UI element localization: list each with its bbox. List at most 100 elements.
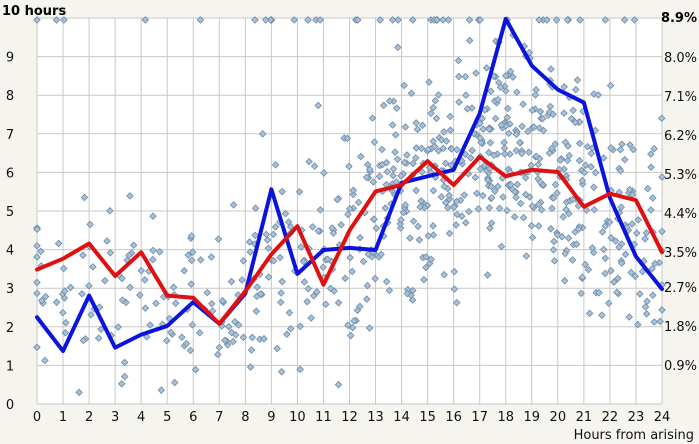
scatter-point: [649, 194, 657, 202]
scatter-point: [455, 98, 463, 106]
scatter-point: [61, 328, 70, 337]
series-line-red: [35, 154, 664, 326]
scatter-point: [575, 139, 584, 148]
scatter-point: [494, 182, 502, 191]
scatter-point: [491, 187, 499, 195]
scatter-point: [276, 298, 285, 307]
scatter-point: [512, 146, 521, 155]
scatter-point: [59, 264, 68, 273]
scatter-point: [157, 386, 166, 394]
scatter-point: [319, 263, 327, 271]
scatter-point: [487, 194, 496, 202]
scatter-point: [512, 130, 521, 139]
scatter-point: [346, 204, 354, 213]
scatter-point: [439, 16, 447, 24]
scatter-point: [599, 245, 608, 254]
scatter-point: [611, 237, 620, 245]
scatter-point: [437, 193, 446, 201]
scatter-point: [642, 229, 651, 237]
scatter-point: [300, 278, 309, 286]
x-tick-label: 2: [85, 410, 93, 425]
scatter-point: [509, 73, 517, 81]
scatter-point: [649, 291, 657, 300]
scatter-point: [304, 284, 313, 293]
scatter-point: [601, 269, 609, 278]
scatter-point: [620, 16, 629, 24]
scatter-point: [630, 16, 639, 24]
scatter-point: [149, 255, 157, 264]
scatter-point: [495, 204, 504, 213]
scatter-point: [487, 219, 496, 227]
scatter-point: [414, 222, 422, 231]
scatter-point: [214, 235, 223, 243]
scatter-point: [251, 231, 259, 240]
scatter-point: [563, 16, 572, 24]
scatter-point: [262, 16, 270, 24]
scatter-point: [525, 48, 534, 57]
x-tick-label: 18: [497, 410, 514, 425]
scatter-point: [606, 81, 615, 90]
y-left-tick-label: 6: [6, 166, 14, 181]
y-right-tick-label: 8.0%: [664, 51, 697, 66]
scatter-point: [263, 236, 272, 244]
scatter-point: [214, 350, 222, 359]
scatter-point: [631, 272, 639, 281]
scatter-point: [487, 87, 495, 95]
scatter-point: [568, 195, 577, 204]
y-left-tick-label: 2: [6, 321, 14, 336]
scatter-point: [616, 145, 625, 154]
scatter-point: [227, 277, 236, 286]
scatter-point: [397, 216, 405, 224]
scatter-point: [450, 285, 459, 293]
scatter-point: [326, 284, 335, 293]
scatter-point: [369, 178, 378, 186]
scatter-point: [350, 317, 358, 325]
scatter-point: [106, 249, 115, 257]
scatter-point: [33, 278, 41, 287]
scatter-point: [313, 288, 321, 296]
scatter-point: [633, 229, 641, 237]
scatter-point: [534, 160, 543, 169]
scatter-point: [483, 271, 492, 279]
scatter-point: [129, 241, 138, 250]
scatter-point: [476, 16, 484, 24]
scatter-point: [528, 106, 537, 115]
scatter-point: [357, 152, 365, 161]
scatter-point: [346, 253, 354, 262]
scatter-point: [400, 81, 408, 90]
scatter-point: [500, 82, 509, 91]
scatter-point: [80, 193, 89, 202]
scatter-point: [613, 288, 621, 297]
scatter-point: [37, 296, 46, 305]
scatter-point: [231, 331, 240, 339]
x-tick-label: 3: [111, 410, 119, 425]
scatter-point: [33, 16, 41, 24]
scatter-point: [305, 157, 313, 166]
scatter-point: [349, 186, 358, 195]
scatter-point: [337, 221, 345, 229]
scatter-point: [334, 380, 343, 389]
scatter-point: [33, 289, 41, 298]
series-line-blue: [35, 16, 664, 354]
y-right-tick-label: 5.3%: [664, 168, 697, 183]
scatter-point: [460, 191, 469, 199]
scatter-point: [180, 266, 189, 275]
scatter-point: [362, 173, 371, 182]
scatter-point: [576, 16, 584, 24]
scatter-point: [434, 91, 443, 99]
scatter-point: [591, 168, 600, 177]
scatter-point: [277, 289, 285, 297]
scatter-point: [556, 156, 564, 164]
scatter-point: [424, 145, 433, 154]
scatter-point: [427, 109, 435, 118]
scatter-point: [271, 223, 280, 231]
scatter-point: [616, 166, 625, 175]
scatter-point: [334, 299, 343, 307]
scatter-point: [536, 178, 545, 186]
scatter-point: [182, 339, 191, 348]
scatter-point: [310, 162, 319, 170]
scatter-point: [465, 207, 473, 216]
scatter-point: [445, 195, 454, 203]
scatter-point: [547, 225, 555, 233]
scatter-point: [598, 228, 607, 236]
